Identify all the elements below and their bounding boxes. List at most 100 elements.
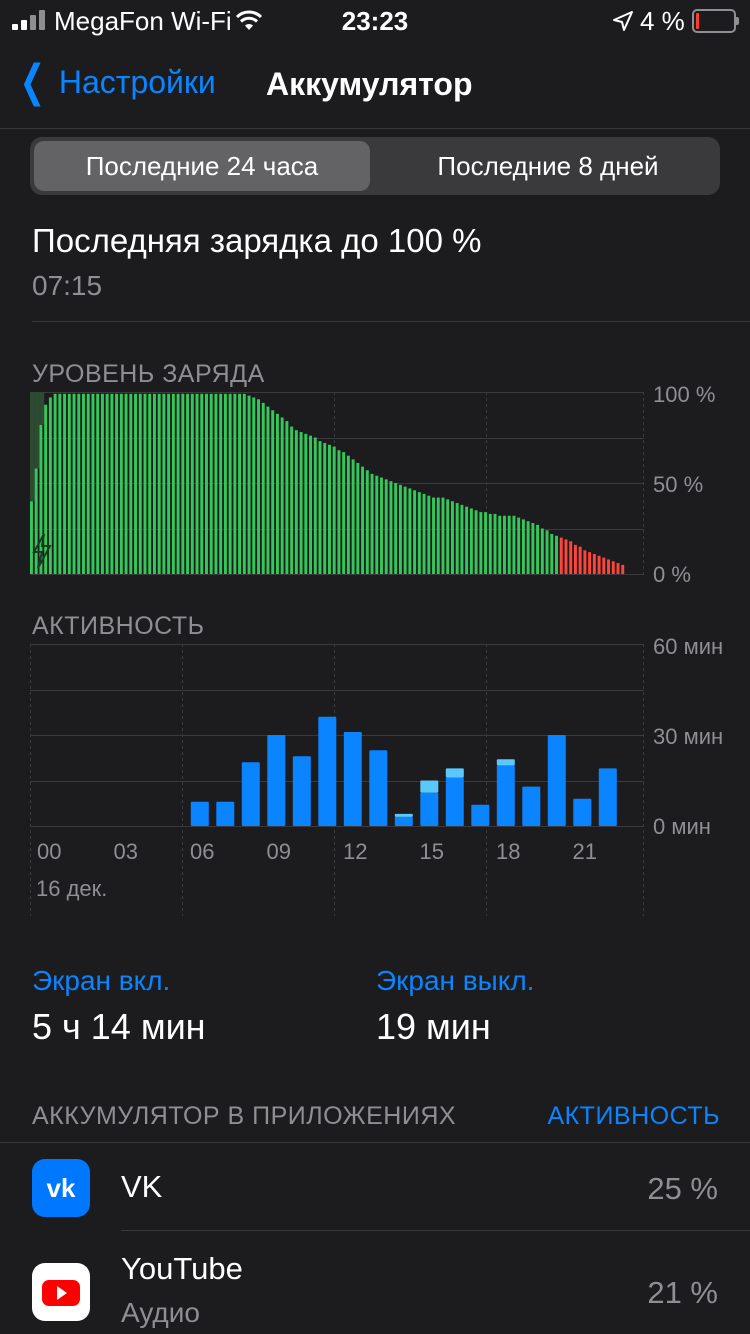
battery-level-bar — [280, 417, 284, 574]
battery-level-bar — [167, 393, 171, 574]
app-subtitle: Аудио — [121, 1297, 200, 1328]
battery-level-bar — [474, 510, 478, 574]
charging-fill — [39, 392, 45, 425]
battery-level-bar — [48, 397, 52, 574]
battery-level-bar — [545, 530, 549, 574]
battery-level-bar — [309, 435, 313, 574]
battery-level-bar — [271, 410, 275, 574]
battery-level-bar — [432, 497, 435, 574]
activity-axis-0: 0 мин — [653, 814, 711, 839]
charging-fill — [34, 392, 40, 469]
battery-level-bar — [422, 493, 426, 574]
battery-level-bar — [181, 393, 185, 574]
activity-bar-screen-on — [394, 816, 413, 826]
back-button[interactable]: ❮ Настройки — [14, 57, 216, 106]
battery-level-bar — [375, 475, 379, 574]
battery-level-bar — [318, 441, 322, 574]
charging-fill — [30, 392, 35, 502]
battery-level-bar — [555, 535, 558, 574]
battery-level-bar — [186, 393, 190, 574]
battery-level-bar — [119, 393, 123, 574]
segment-last-24h[interactable]: Последние 24 часа — [34, 141, 370, 191]
segment-last-8d[interactable]: Последние 8 дней — [437, 151, 659, 181]
battery-level-bar — [313, 437, 317, 574]
activity-bar-screen-off — [496, 759, 515, 766]
svg-text:vk: vk — [47, 1173, 76, 1203]
battery-level-bar — [479, 512, 483, 574]
location-arrow-icon — [612, 8, 634, 39]
battery-level-bar — [247, 395, 251, 574]
battery-level-bar — [521, 519, 525, 574]
activity-x-tick-label: 18 — [496, 839, 520, 864]
battery-level-bar — [290, 426, 294, 574]
battery-level-bar — [233, 393, 237, 574]
activity-bar-screen-on — [369, 750, 388, 826]
battery-level-bar — [588, 552, 592, 574]
nav-divider — [0, 128, 750, 129]
battery-level-bar — [384, 479, 388, 574]
show-activity-button[interactable]: АКТИВНОСТЬ — [547, 1102, 720, 1130]
activity-bar-screen-off — [394, 813, 413, 817]
battery-level-bar — [512, 515, 516, 574]
battery-axis-100: 100 % — [653, 382, 716, 407]
divider — [0, 1142, 750, 1143]
battery-level-bar — [214, 393, 218, 574]
chevron-left-icon: ❮ — [19, 57, 46, 106]
battery-level-bar — [446, 499, 450, 574]
battery-level-bar — [39, 424, 43, 574]
activity-x-tick-label: 00 — [37, 839, 61, 864]
last-charge-title: Последняя зарядка до 100 % — [32, 222, 482, 259]
battery-level-bar — [162, 393, 166, 574]
activity-bar-screen-on — [343, 732, 362, 826]
battery-level-bar — [507, 515, 511, 574]
battery-level-bar — [611, 561, 615, 574]
app-row-vk[interactable]: vk VK 25 % — [0, 1143, 750, 1231]
battery-level-bar — [44, 404, 48, 574]
wifi-icon — [235, 8, 263, 39]
battery-level-bar — [205, 393, 208, 574]
battery-level-bar — [465, 506, 469, 574]
status-bar: MegaFon Wi-Fi 23:23 4 % — [0, 0, 750, 40]
battery-level-bar — [328, 444, 331, 574]
activity-bar-screen-on — [292, 756, 311, 826]
battery-level-bar — [171, 393, 175, 574]
battery-level-bar — [517, 517, 521, 574]
battery-level-bar — [427, 495, 431, 574]
battery-level-bar — [323, 442, 327, 574]
battery-level-bar — [559, 537, 563, 574]
activity-bar-screen-off — [445, 768, 464, 778]
activity-bar-screen-on — [471, 804, 490, 826]
signal-icon — [12, 10, 48, 30]
battery-level-bar — [219, 393, 223, 574]
battery-level-bar — [408, 488, 412, 574]
battery-level-bar — [67, 393, 71, 574]
battery-level-bar — [380, 477, 383, 574]
battery-level-bar — [294, 430, 298, 574]
battery-level-bar — [242, 393, 246, 574]
status-time: 23:23 — [341, 6, 409, 36]
battery-level-bar — [257, 399, 260, 574]
activity-x-tick-label: 09 — [267, 839, 291, 864]
activity-label: АКТИВНОСТЬ — [32, 612, 205, 640]
battery-level-bar — [252, 397, 256, 574]
battery-level-bar — [299, 432, 303, 574]
activity-axis-30: 30 мин — [653, 724, 724, 749]
battery-level-bar — [616, 563, 620, 574]
period-segmented-control: Последние 24 часа Последние 8 дней — [30, 137, 720, 195]
app-row-youtube[interactable]: YouTube Аудио 21 % — [0, 1231, 750, 1334]
battery-level-bar — [607, 559, 611, 574]
youtube-icon — [32, 1263, 90, 1321]
battery-level-bar — [398, 484, 402, 574]
battery-level-bar — [370, 473, 374, 574]
battery-level-bar — [238, 393, 242, 574]
battery-level-bar — [152, 393, 156, 574]
activity-bar-screen-on — [598, 768, 617, 826]
battery-level-bar — [34, 468, 38, 574]
activity-x-tick-label: 21 — [573, 839, 597, 864]
battery-level-bar — [361, 466, 365, 574]
battery-level-bar — [63, 393, 67, 574]
battery-level-bar — [365, 470, 369, 574]
battery-level-bar — [100, 393, 104, 574]
battery-percent: 4 % — [640, 6, 685, 36]
battery-level-bar — [540, 528, 544, 574]
